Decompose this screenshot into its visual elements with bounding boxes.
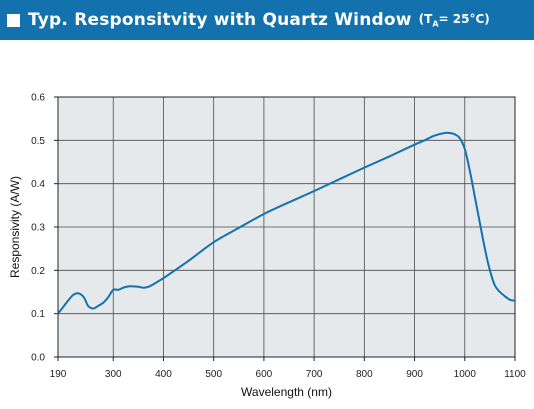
x-axis-label: Wavelength (nm) (241, 385, 332, 399)
x-tick-label: 400 (155, 369, 172, 380)
condition-rest: = 25°C) (438, 11, 490, 26)
x-tick-label: 190 (50, 369, 67, 380)
y-tick-label: 0.5 (31, 136, 45, 147)
y-tick-label: 0.1 (31, 309, 45, 320)
x-tick-label: 900 (406, 369, 423, 380)
x-tick-label: 600 (256, 369, 273, 380)
y-tick-label: 0.6 (31, 93, 45, 104)
y-tick-label: 0.2 (31, 266, 45, 277)
temperature-condition: (TA= 25°C) (419, 12, 490, 28)
y-tick-label: 0.4 (31, 179, 45, 190)
chart-title: Typ. Responsitvity with Quartz Window (28, 10, 412, 30)
responsivity-series-line (57, 131, 516, 315)
y-axis-label: Responsivity (A/W) (8, 176, 22, 278)
condition-open: (T (418, 11, 433, 26)
x-tick-label: 1100 (504, 369, 526, 380)
x-tick-label: 300 (105, 369, 122, 380)
chart-title-bar: Typ. Responsitvity with Quartz Window (T… (0, 0, 534, 40)
x-tick-label: 800 (356, 369, 373, 380)
x-tick-label: 1000 (454, 369, 477, 380)
y-tick-label: 0.3 (31, 223, 45, 234)
condition-subscript: A (432, 19, 439, 29)
x-tick-label: 700 (306, 369, 323, 380)
square-bullet-icon (7, 13, 20, 27)
x-tick-label: 500 (205, 369, 222, 380)
y-tick-label: 0.0 (31, 353, 45, 364)
